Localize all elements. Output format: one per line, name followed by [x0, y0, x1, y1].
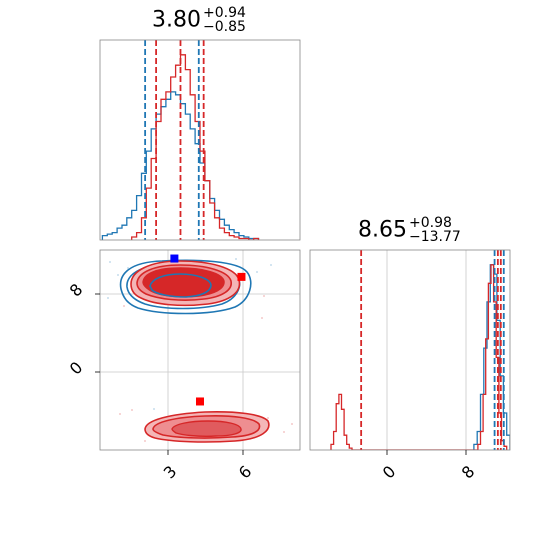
histogram-series-1 [330, 264, 508, 450]
histogram-layer [101, 40, 260, 240]
joint-panel: 3 6 0 8 [66, 249, 301, 483]
histogram-layer [330, 250, 510, 450]
scatter-point [235, 258, 237, 260]
joint-ticks [95, 293, 244, 455]
scatter-point [117, 274, 119, 276]
scatter-point [123, 305, 125, 307]
red-contours-upper [130, 260, 241, 307]
title-plus-error: +0.98 [408, 215, 452, 231]
joint-plot-layer [100, 250, 300, 450]
marker-point-2 [196, 397, 204, 406]
marginal-panel-x [99, 39, 301, 241]
marginal-panel-y: 0 8 [309, 249, 511, 483]
title-minus-error: −13.77 [408, 229, 461, 245]
x-tick-label: 3 [160, 462, 181, 483]
marker-point-1 [237, 272, 246, 281]
marginal-y-ticks [386, 450, 467, 455]
scatter-point [263, 295, 265, 297]
panel-frame [99, 39, 301, 241]
marginal-y-title: 8.65 +0.98 −13.77 [358, 216, 461, 244]
x-tick-label: 0 [379, 462, 400, 483]
scatter-point [131, 409, 133, 411]
y-tick-label: 8 [66, 280, 87, 301]
scatter-point [153, 408, 155, 410]
scatter-point [127, 267, 129, 269]
scatter-point [119, 413, 121, 415]
marker-point-0 [170, 254, 179, 263]
panel-frame [99, 249, 301, 451]
scatter-point [256, 271, 258, 273]
scatter-point [267, 417, 269, 419]
histogram-series-1 [131, 54, 260, 240]
scatter-point [270, 264, 272, 266]
scatter-point [109, 261, 111, 263]
x-tick-label: 8 [458, 462, 479, 483]
title-value: 8.65 [358, 217, 407, 243]
title-errors: +0.98 −13.77 [409, 216, 461, 244]
panel-frame [309, 249, 511, 451]
marker-layer [170, 254, 246, 406]
scatter-point [144, 440, 146, 442]
title-errors: +0.94 −0.85 [203, 6, 246, 34]
panel-background [310, 250, 510, 450]
blue-contour-core [149, 273, 212, 298]
scatter-point [261, 317, 263, 319]
y-tick-label: 0 [66, 358, 87, 379]
title-minus-error: −0.85 [202, 19, 246, 35]
title-plus-error: +0.94 [202, 5, 246, 21]
red-contour-inner [142, 267, 225, 298]
scatter-point [283, 431, 285, 433]
scatter-point [291, 423, 293, 425]
blue-contour-outer [119, 259, 252, 315]
x-tick-label: 6 [235, 462, 256, 483]
scatter-point [107, 297, 109, 299]
red-contours-lower [144, 411, 270, 443]
red-contour-inner [171, 420, 242, 437]
title-value: 3.80 [152, 7, 201, 33]
marginal-x-title: 3.80 +0.94 −0.85 [152, 6, 246, 34]
blue-contours-overlay [149, 273, 212, 298]
